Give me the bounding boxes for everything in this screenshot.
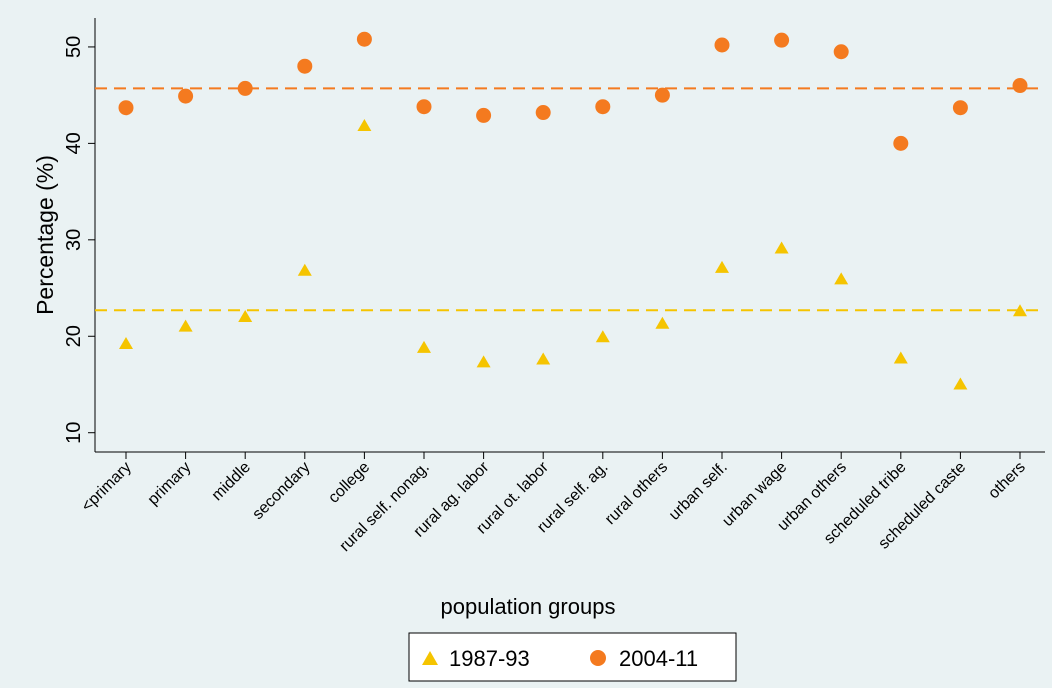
data-point-series-2	[118, 100, 134, 116]
x-tick-label: college	[325, 459, 373, 507]
data-point-series-1	[953, 377, 968, 390]
x-tick-label: secondary	[249, 459, 313, 523]
x-tick-label: others	[985, 459, 1028, 502]
data-point-series-2	[1012, 78, 1028, 94]
x-axis-label: population groups	[441, 594, 616, 619]
data-point-series-1	[834, 272, 849, 285]
data-point-series-1	[119, 337, 133, 350]
data-point-series-2	[595, 99, 611, 115]
x-tick-label: <primary	[78, 459, 134, 515]
x-tick-label: middle	[209, 459, 254, 504]
data-point-series-1	[357, 119, 372, 132]
legend-box	[408, 632, 737, 682]
data-point-series-1	[595, 330, 610, 343]
data-point-series-2	[654, 87, 670, 103]
legend: 1987-93 2004-11	[408, 632, 737, 682]
data-point-series-2	[416, 99, 432, 115]
data-point-series-2	[356, 31, 372, 47]
reference-lines	[95, 87, 1045, 312]
data-point-series-2	[833, 44, 849, 60]
y-axis-label: Percentage (%)	[32, 155, 58, 315]
data-point-series-1	[417, 340, 431, 353]
data-point-series-2	[178, 88, 194, 104]
legend-triangle-marker	[422, 651, 438, 665]
data-point-series-2	[237, 80, 253, 96]
plot-area	[95, 18, 1045, 452]
data-point-series-1	[893, 351, 908, 364]
x-tick-label: primary	[145, 459, 195, 509]
legend-label-series-1: 1987-93	[449, 646, 530, 671]
y-tick-label: 10	[63, 422, 85, 444]
y-tick-label: 30	[63, 229, 85, 251]
data-point-series-1	[655, 316, 670, 329]
y-axis-ticks: 10 20 30 40 50	[63, 36, 95, 444]
data-point-series-2	[952, 100, 968, 116]
data-point-series-1	[1013, 304, 1027, 317]
data-point-series-2	[714, 37, 730, 53]
data-point-series-2	[297, 58, 313, 74]
data-point-series-1	[476, 355, 491, 368]
data-point-series-1	[536, 352, 551, 365]
y-tick-label: 40	[63, 132, 85, 154]
x-tick-label: urban self.	[666, 459, 731, 524]
data-markers	[118, 31, 1028, 390]
data-point-series-1	[297, 263, 312, 276]
data-point-series-2	[476, 107, 492, 123]
data-point-series-2	[893, 135, 909, 151]
data-point-series-2	[774, 32, 790, 48]
y-tick-label: 50	[63, 36, 85, 58]
data-point-series-1	[178, 319, 193, 332]
data-point-series-1	[715, 260, 729, 273]
legend-label-series-2: 2004-11	[619, 646, 698, 671]
x-tick-label: rural others	[602, 459, 671, 528]
data-point-series-1	[774, 241, 789, 254]
data-point-series-1	[238, 310, 253, 323]
legend-circle-marker	[590, 650, 606, 666]
y-tick-label: 20	[63, 325, 85, 347]
data-point-series-2	[535, 105, 551, 121]
